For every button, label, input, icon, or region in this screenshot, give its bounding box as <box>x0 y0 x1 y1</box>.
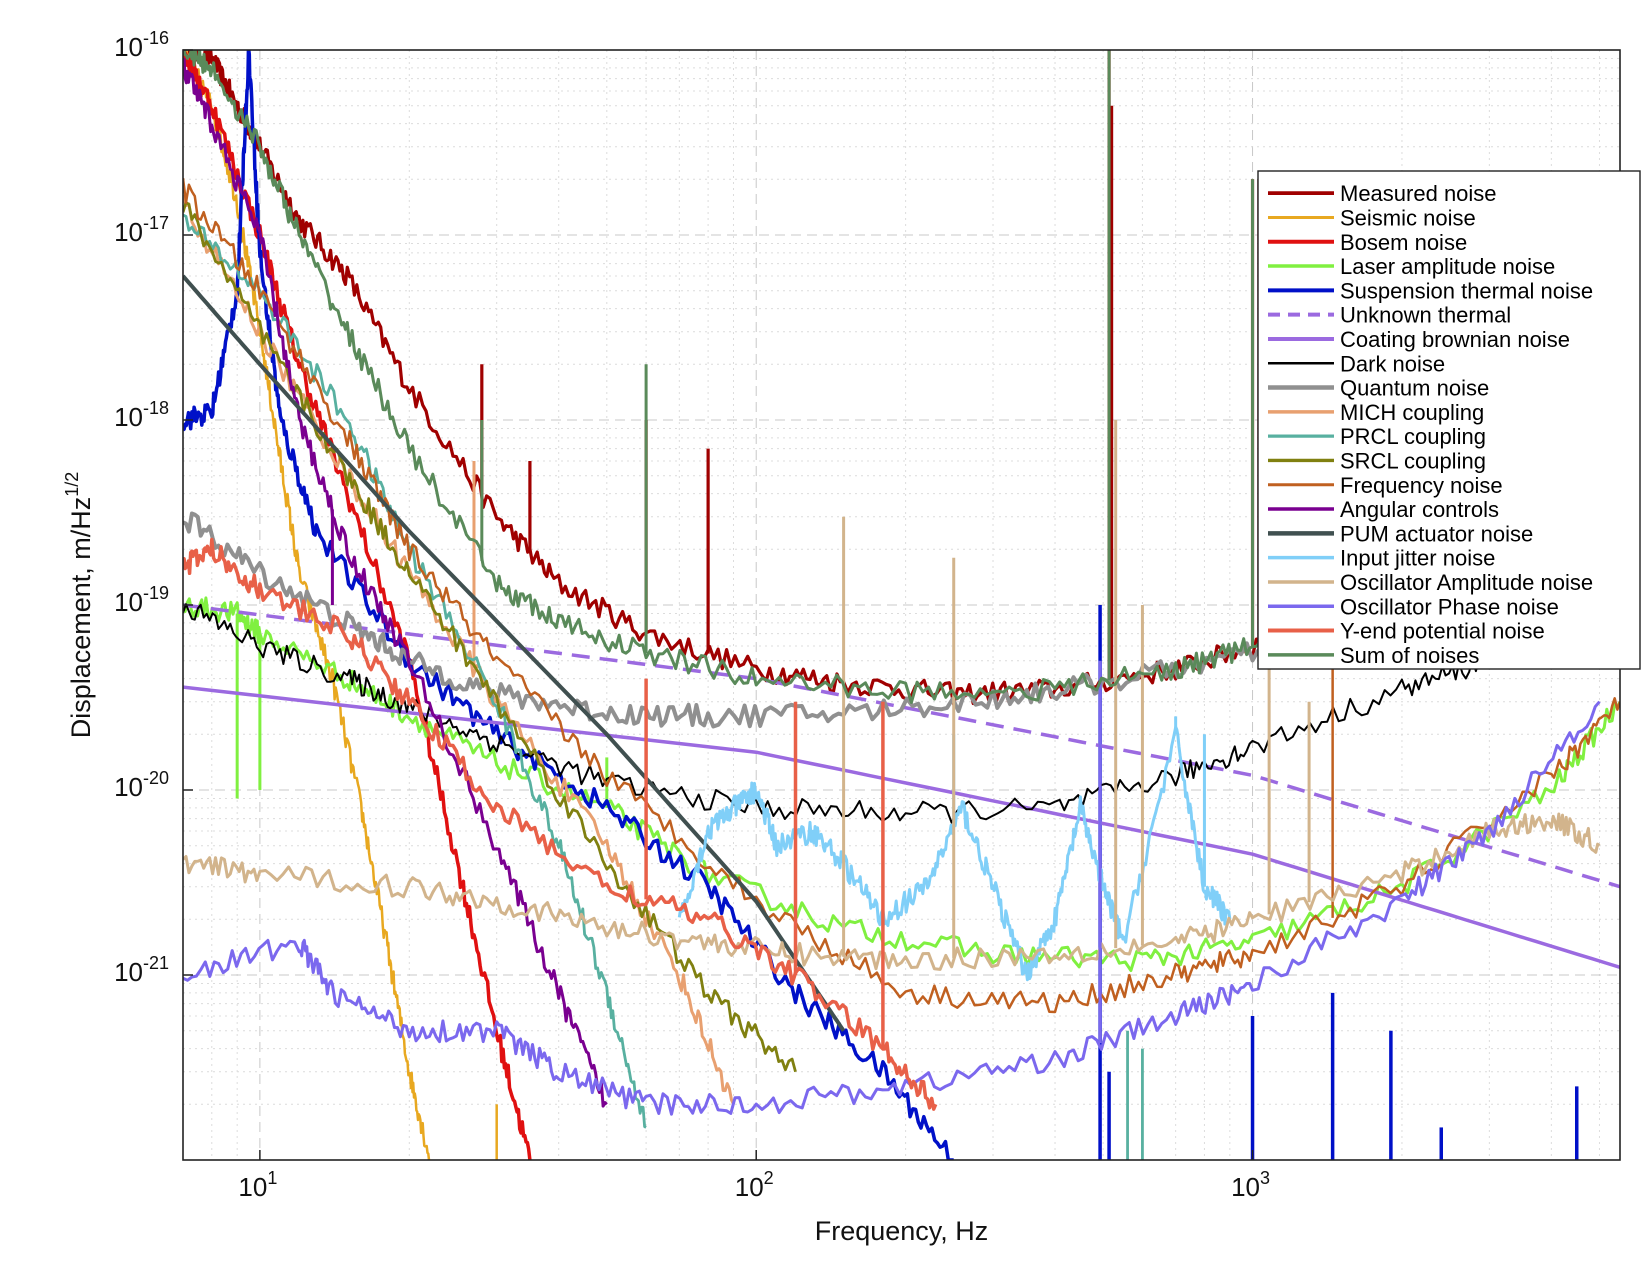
legend-label: Seismic noise <box>1340 205 1476 230</box>
series-seismic-noise <box>183 50 431 1160</box>
y-tick-label: 10-16 <box>114 28 169 62</box>
y-tick-label: 10-18 <box>114 398 169 432</box>
series-bosem-noise <box>183 50 532 1160</box>
legend-label: PUM actuator noise <box>1340 521 1533 546</box>
series-input-jitter-noise <box>677 725 1232 982</box>
legend-label: Angular controls <box>1340 497 1499 522</box>
legend-label: Measured noise <box>1340 181 1497 206</box>
y-tick-label: 10-21 <box>114 953 169 987</box>
y-tick-label: 10-20 <box>114 768 169 802</box>
grid <box>183 50 1620 1160</box>
x-tick-label: 103 <box>1231 1168 1270 1202</box>
series-oscillator-phase-noise <box>183 700 1601 1116</box>
legend-label: SRCL coupling <box>1340 448 1486 473</box>
legend-label: Unknown thermal <box>1340 303 1511 328</box>
y-axis-ticks: 10-16 10-17 10-18 10-19 10-20 10-21 <box>114 28 193 987</box>
series-srcl-coupling <box>183 201 797 1073</box>
legend-label: Laser amplitude noise <box>1340 254 1555 279</box>
legend-label: Frequency noise <box>1340 473 1503 498</box>
legend-label: MICH coupling <box>1340 400 1484 425</box>
legend-label: Input jitter noise <box>1340 546 1495 571</box>
series-suspension-thermal-noise <box>183 50 954 1160</box>
y-tick-label: 10-19 <box>114 583 169 617</box>
legend-label: Dark noise <box>1340 351 1445 376</box>
y-axis-label: Displacement, m/Hz1/2 <box>62 472 96 739</box>
series-layer <box>183 50 1620 1160</box>
series-pum-actuator-noise <box>183 274 846 1032</box>
legend-label: Suspension thermal noise <box>1340 278 1593 303</box>
legend-label: Quantum noise <box>1340 376 1489 401</box>
series-y-end-potential-noise <box>183 537 938 1111</box>
legend-label: Bosem noise <box>1340 230 1467 255</box>
x-axis-ticks: 101 102 103 <box>238 1150 1270 1202</box>
series-dark-noise <box>183 603 1491 824</box>
x-tick-label: 102 <box>735 1168 774 1202</box>
legend-box <box>1257 170 1641 670</box>
y-tick-label: 10-17 <box>114 213 169 247</box>
legend-label: Oscillator Amplitude noise <box>1340 570 1593 595</box>
legend-label: Coating brownian noise <box>1340 327 1570 352</box>
x-axis-label: Frequency, Hz <box>815 1216 989 1246</box>
series-sum-of-noises <box>183 50 1356 704</box>
legend-label: Oscillator Phase noise <box>1340 594 1559 619</box>
series-unknown-thermal <box>183 603 1620 889</box>
series-coating-brownian-noise <box>183 685 1620 969</box>
legend-label: Sum of noises <box>1340 643 1479 668</box>
legend-label: PRCL coupling <box>1340 424 1486 449</box>
series-measured-noise <box>183 50 1355 706</box>
series-angular-controls <box>183 58 608 1108</box>
legend-label: Y-end potential noise <box>1340 619 1545 644</box>
series-mich-coupling <box>183 194 735 1105</box>
x-tick-label: 101 <box>238 1168 277 1202</box>
